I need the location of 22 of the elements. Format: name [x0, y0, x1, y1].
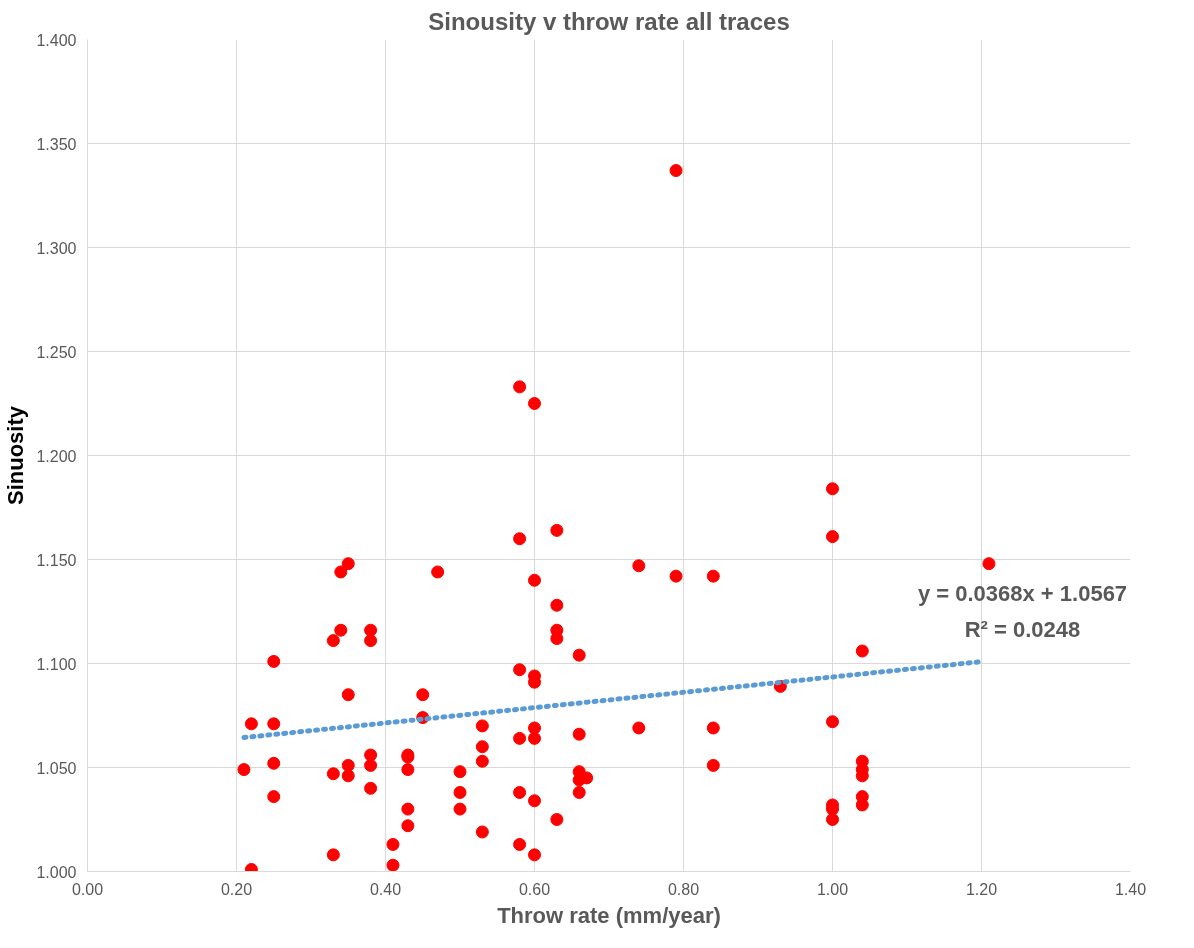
- y-tick-label: 1.300: [36, 239, 77, 257]
- x-tick-label: 0.40: [369, 880, 402, 898]
- x-tick-label: 0.60: [518, 880, 551, 898]
- y-tick-label: 1.100: [36, 655, 77, 673]
- y-tick-label: 1.050: [36, 759, 77, 777]
- y-tick-label: 1.000: [36, 863, 77, 881]
- x-tick-label: 1.40: [1114, 880, 1147, 898]
- x-tick-label: 1.00: [816, 880, 849, 898]
- chart-title: Sinousity v throw rate all traces: [428, 7, 790, 35]
- y-tick-label: 1.200: [36, 447, 77, 465]
- y-axis-title: Sinuosity: [3, 405, 29, 506]
- x-tick-label: 0.80: [667, 880, 700, 898]
- y-tick-label: 1.250: [36, 343, 77, 361]
- annotation: y = 0.0368x + 1.0567: [917, 581, 1128, 606]
- annotation: R² = 0.0248: [964, 617, 1081, 642]
- x-tick-label: 0.00: [71, 880, 104, 898]
- x-axis-title: Throw rate (mm/year): [497, 902, 721, 928]
- y-tick-label: 1.400: [36, 31, 77, 49]
- x-tick-label: 0.20: [220, 880, 253, 898]
- y-tick-label: 1.150: [36, 551, 77, 569]
- x-tick-label: 1.20: [965, 880, 998, 898]
- y-tick-label: 1.350: [36, 135, 77, 153]
